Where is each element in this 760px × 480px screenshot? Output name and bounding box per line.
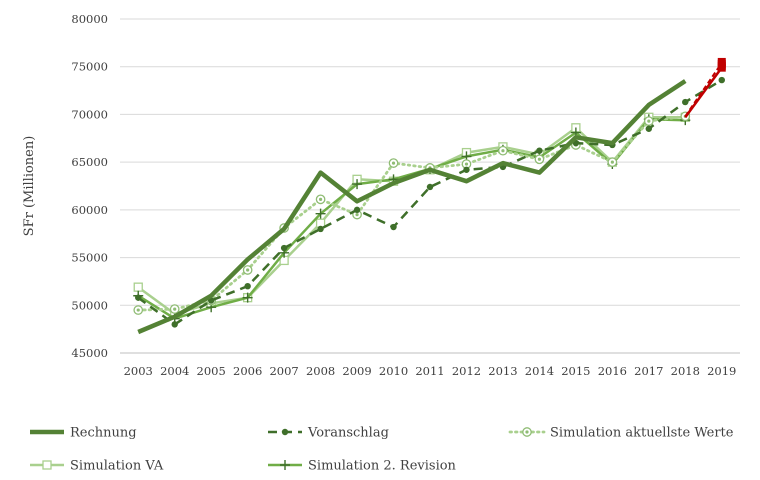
x-tick-label: 2005 (197, 364, 226, 378)
y-axis-label: SFr (Millionen) (22, 136, 37, 237)
x-tick-label: 2010 (379, 364, 408, 378)
y-tick-label: 55000 (71, 251, 108, 265)
data-point (169, 304, 180, 314)
forecast-line (684, 62, 723, 117)
x-tick-label: 2013 (488, 364, 517, 378)
series-simulation-aktuellste-werte (133, 111, 691, 315)
series-line (136, 114, 687, 312)
data-point (388, 158, 399, 168)
data-point (315, 194, 326, 205)
series-voranschlag (135, 76, 725, 328)
x-tick-label: 2006 (233, 364, 262, 378)
legend-item: Simulation VA (30, 459, 164, 474)
series-line (137, 79, 723, 326)
data-point (135, 294, 142, 301)
x-tick-label: 2003 (124, 364, 153, 378)
y-tick-label: 50000 (71, 298, 108, 312)
data-point (242, 292, 253, 303)
forecast-segment (684, 57, 726, 119)
x-tick-label: 2007 (269, 364, 298, 378)
series-rechnung (137, 79, 687, 335)
data-point (426, 183, 434, 191)
legend-marker (522, 427, 532, 437)
data-point (352, 179, 363, 190)
legend-item: Rechnung (30, 426, 137, 441)
data-point (133, 305, 144, 315)
data-point (534, 154, 545, 165)
y-tick-label: 75000 (71, 60, 108, 74)
legend-label: Voranschlag (307, 426, 389, 441)
series-line (137, 117, 686, 320)
data-point (498, 145, 508, 156)
legend-label: Rechnung (70, 426, 137, 441)
legend-marker (280, 460, 290, 470)
data-point (133, 282, 143, 292)
x-tick-label: 2018 (671, 364, 700, 378)
legend-marker (42, 460, 52, 470)
data-point (280, 244, 288, 252)
legend-item: Simulation aktuellste Werte (508, 426, 734, 441)
data-point (242, 265, 253, 275)
series-line (137, 79, 687, 335)
legend-label: Simulation aktuellste Werte (550, 426, 734, 441)
x-tick-label: 2009 (342, 364, 371, 378)
forecast-point (717, 61, 726, 70)
x-tick-label: 2011 (415, 364, 444, 378)
data-point (718, 76, 725, 84)
legend-label: Simulation VA (70, 459, 164, 474)
x-tick-label: 2015 (561, 364, 590, 378)
data-point (536, 147, 543, 154)
data-point (353, 206, 361, 214)
data-point (390, 223, 397, 231)
x-tick-label: 2019 (707, 364, 736, 378)
x-tick-label: 2014 (525, 364, 554, 378)
y-tick-label: 45000 (71, 346, 108, 360)
legend-item: Voranschlag (268, 426, 389, 441)
legend-item: Simulation 2. Revision (268, 459, 457, 474)
x-tick-label: 2012 (452, 364, 481, 378)
y-tick-label: 60000 (71, 203, 108, 217)
data-point (643, 116, 654, 126)
data-point (607, 157, 618, 167)
data-point (682, 98, 689, 106)
legend-label: Simulation 2. Revision (308, 459, 457, 474)
data-point (645, 125, 653, 132)
data-point (315, 208, 326, 219)
data-point (317, 225, 324, 233)
x-tick-label: 2004 (160, 364, 189, 378)
data-point (463, 166, 470, 173)
y-tick-label: 80000 (71, 12, 108, 26)
data-point (244, 283, 251, 290)
data-point (352, 209, 362, 220)
x-tick-label: 2008 (306, 364, 335, 378)
legend-marker (281, 428, 289, 436)
x-tick-label: 2016 (598, 364, 627, 378)
data-point (171, 321, 178, 328)
x-tick-label: 2017 (634, 364, 663, 378)
y-tick-label: 65000 (71, 155, 108, 169)
y-tick-label: 70000 (71, 107, 108, 121)
